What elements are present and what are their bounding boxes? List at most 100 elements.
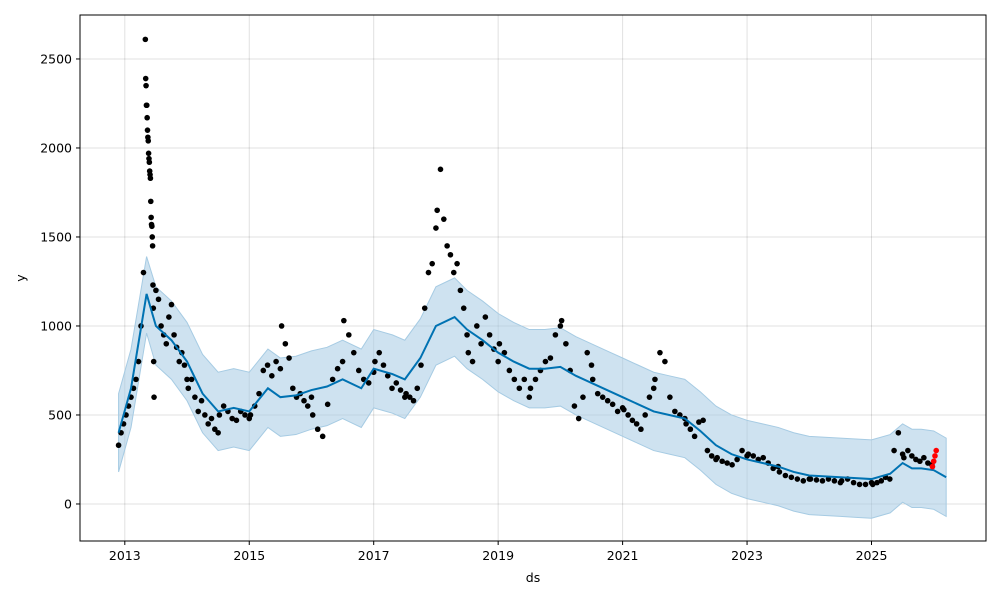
observed-point <box>406 394 413 400</box>
y-tick-label: 1500 <box>40 229 72 244</box>
observed-point <box>308 394 315 400</box>
forecast-yhat-line <box>117 293 947 481</box>
observed-point <box>155 296 162 303</box>
observed-point <box>355 367 362 374</box>
observed-point <box>683 421 689 427</box>
x-tick-label: 2013 <box>109 548 141 563</box>
observed-point <box>192 394 198 400</box>
observed-point <box>301 397 307 404</box>
observed-point <box>205 421 211 427</box>
observed-point <box>887 476 893 482</box>
observed-point <box>145 150 152 157</box>
observed-point <box>800 478 807 484</box>
x-tick-label: 2017 <box>358 548 390 563</box>
observed-point <box>380 362 387 368</box>
observed-point <box>589 376 596 383</box>
observed-point <box>233 417 240 424</box>
observed-point <box>909 453 915 459</box>
predicted-point <box>933 447 940 454</box>
observed-point <box>341 317 347 324</box>
y-tick-label: 2000 <box>40 140 72 155</box>
observed-point <box>195 408 202 415</box>
observed-point <box>372 358 378 365</box>
observed-point <box>149 223 155 230</box>
observed-point <box>242 412 248 418</box>
observed-point <box>264 362 271 368</box>
observed-point <box>921 454 927 461</box>
y-tick-label: 1000 <box>40 318 72 333</box>
observed-point <box>856 481 863 488</box>
observed-point <box>532 376 539 383</box>
observed-point <box>770 465 776 472</box>
observed-point <box>149 234 156 240</box>
observed-point <box>642 412 648 418</box>
observed-point <box>329 376 336 383</box>
observed-point <box>277 365 284 372</box>
observed-point <box>188 376 195 383</box>
observed-point <box>286 355 292 361</box>
observed-point <box>425 269 432 276</box>
observed-point <box>143 102 150 109</box>
observed-point <box>142 75 149 82</box>
observed-point <box>557 323 564 329</box>
observed-point <box>465 349 472 356</box>
observed-point <box>594 390 601 397</box>
observed-point <box>464 332 470 338</box>
observed-point <box>584 349 591 356</box>
observed-point <box>198 397 205 404</box>
observed-point <box>269 373 275 379</box>
observed-point <box>874 479 880 486</box>
x-axis-label: ds <box>526 570 540 585</box>
observed-point <box>516 385 523 392</box>
observed-point <box>850 479 857 486</box>
observed-point <box>788 474 795 481</box>
observed-point <box>739 447 745 454</box>
observed-point <box>526 394 533 400</box>
observed-point <box>143 82 149 89</box>
observed-point <box>831 478 838 484</box>
observed-point <box>750 453 757 459</box>
observed-point <box>150 358 157 365</box>
observed-point <box>552 332 559 338</box>
observed-point <box>365 380 372 386</box>
observed-point <box>450 269 457 276</box>
observed-point <box>454 260 460 267</box>
observed-point <box>486 332 493 338</box>
observed-point <box>434 207 440 214</box>
observed-point <box>609 401 616 408</box>
observed-point <box>495 358 501 365</box>
observed-point <box>542 358 549 365</box>
observed-point <box>314 426 321 433</box>
observed-point <box>729 462 735 468</box>
observed-point <box>657 349 663 356</box>
observed-point <box>672 408 678 415</box>
observed-point <box>202 412 208 418</box>
observed-point <box>724 460 730 466</box>
forecast-line <box>117 293 947 481</box>
observed-point <box>506 367 513 374</box>
observed-point <box>734 456 740 463</box>
observed-point <box>891 447 897 454</box>
observed-point <box>166 314 172 320</box>
observed-point <box>144 114 150 121</box>
observed-point <box>691 433 698 440</box>
observed-point <box>115 442 122 449</box>
observed-point <box>776 469 783 475</box>
observed-point <box>184 376 190 383</box>
y-tick-label: 0 <box>64 496 72 511</box>
observed-points <box>115 36 935 488</box>
observed-point <box>614 408 621 415</box>
observed-point <box>150 282 156 288</box>
observed-point <box>220 403 227 409</box>
observed-point <box>838 478 845 484</box>
observed-point <box>558 317 565 324</box>
observed-point <box>168 301 175 308</box>
observed-point <box>441 216 447 222</box>
observed-point <box>496 340 503 347</box>
observed-point <box>282 340 289 347</box>
x-tick-label: 2019 <box>482 548 514 563</box>
observed-point <box>429 260 435 267</box>
observed-point <box>575 415 582 422</box>
observed-point <box>397 387 404 393</box>
